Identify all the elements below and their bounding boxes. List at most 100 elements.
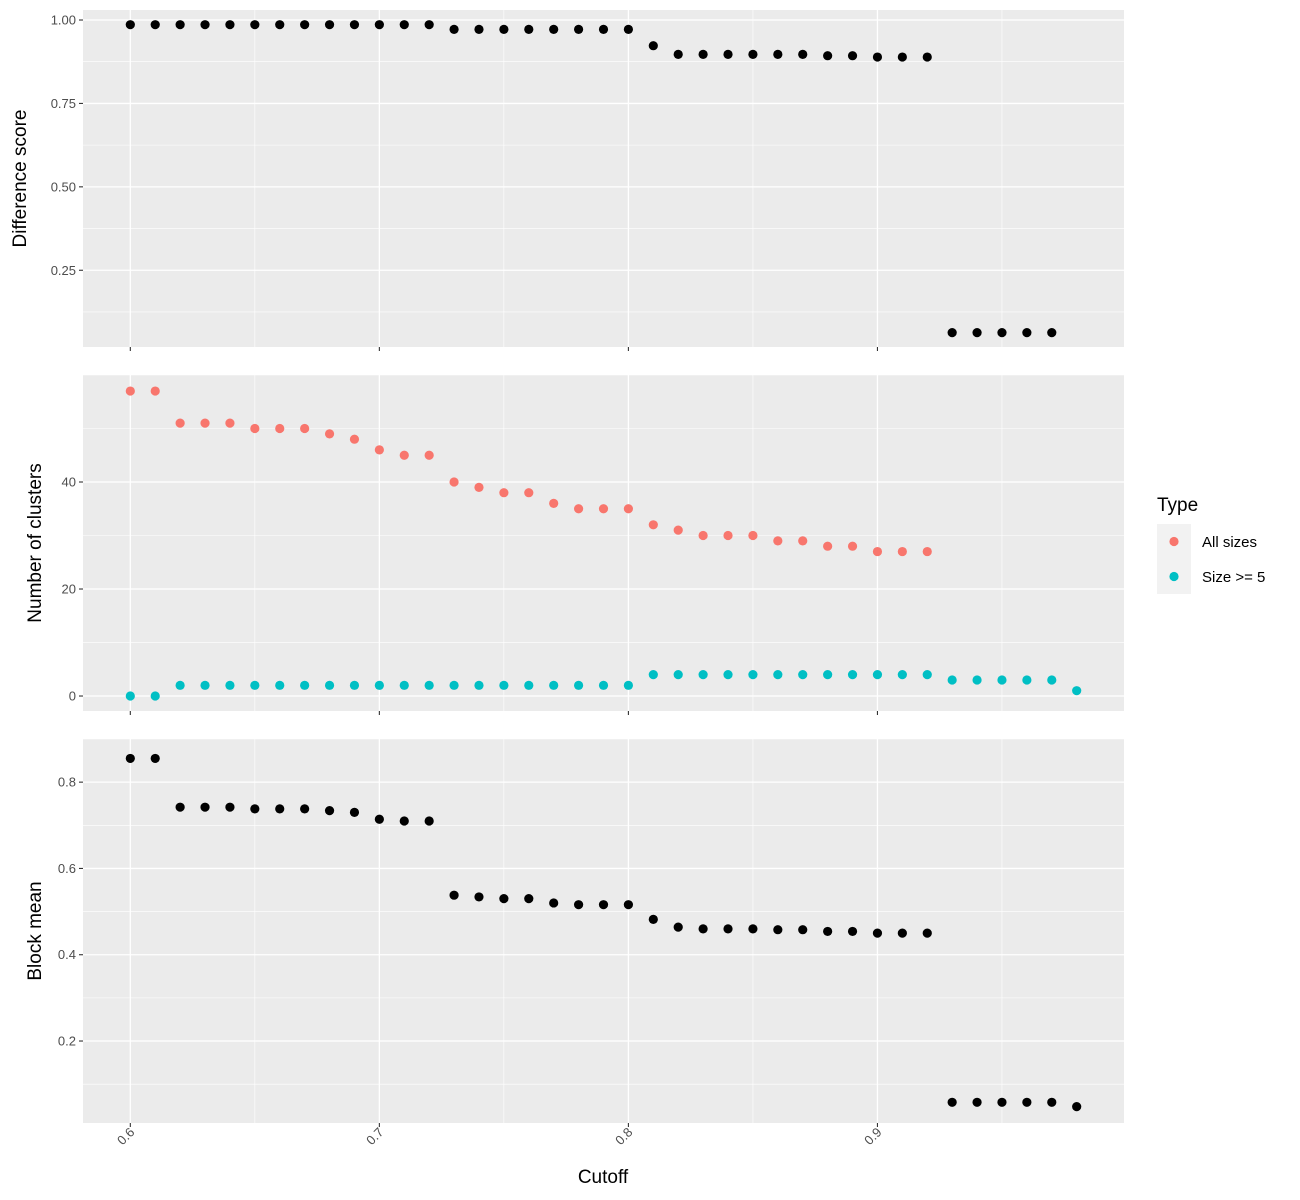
y-tick-label: 20 bbox=[62, 582, 76, 597]
data-point bbox=[499, 488, 509, 498]
data-point bbox=[324, 429, 335, 439]
data-point bbox=[225, 802, 235, 812]
data-point bbox=[897, 670, 907, 680]
data-point bbox=[698, 49, 708, 59]
data-point bbox=[349, 434, 360, 444]
data-point bbox=[847, 51, 858, 61]
data-point bbox=[648, 41, 658, 51]
data-point bbox=[573, 900, 584, 910]
data-point bbox=[374, 814, 384, 824]
data-point bbox=[374, 680, 384, 690]
data-point bbox=[225, 20, 235, 30]
data-point bbox=[250, 423, 260, 434]
data-point bbox=[125, 386, 135, 396]
data-point bbox=[997, 675, 1007, 685]
data-point bbox=[449, 477, 459, 487]
data-point bbox=[449, 680, 459, 690]
data-point bbox=[200, 680, 210, 690]
data-point bbox=[300, 804, 310, 814]
data-point bbox=[275, 680, 285, 690]
data-point bbox=[175, 680, 185, 690]
data-point bbox=[798, 49, 808, 59]
data-point bbox=[648, 520, 658, 530]
data-point bbox=[872, 52, 883, 62]
y-tick-label: 0.2 bbox=[58, 1034, 76, 1049]
y-tick-label: 0.75 bbox=[51, 96, 76, 111]
data-point bbox=[175, 418, 185, 428]
data-point bbox=[499, 24, 509, 34]
data-point bbox=[474, 892, 484, 902]
data-point bbox=[997, 1097, 1007, 1107]
data-point bbox=[1022, 1097, 1032, 1107]
data-point bbox=[773, 925, 783, 935]
y-tick-label: 1.00 bbox=[51, 13, 76, 28]
data-point bbox=[698, 924, 708, 934]
data-point bbox=[399, 680, 409, 690]
data-point bbox=[847, 541, 858, 551]
data-point bbox=[623, 680, 634, 690]
data-point bbox=[623, 504, 634, 514]
data-point bbox=[275, 423, 285, 434]
data-point bbox=[125, 753, 135, 764]
data-point bbox=[200, 802, 210, 812]
data-point bbox=[250, 680, 260, 690]
data-point bbox=[399, 20, 409, 30]
data-point bbox=[374, 445, 384, 455]
data-point bbox=[922, 52, 932, 62]
data-point bbox=[723, 924, 733, 934]
data-point bbox=[598, 680, 609, 690]
data-point bbox=[424, 450, 434, 460]
data-point bbox=[773, 536, 783, 546]
data-point bbox=[573, 680, 584, 690]
data-point bbox=[374, 20, 384, 30]
series-2 bbox=[125, 670, 1082, 701]
y-tick-label: 40 bbox=[62, 475, 76, 490]
panel-2: 0 20 40 Number of clusters bbox=[25, 374, 1124, 715]
data-point bbox=[573, 24, 584, 34]
legend-title: Type bbox=[1157, 495, 1198, 516]
data-point bbox=[150, 753, 160, 764]
data-point bbox=[524, 680, 534, 690]
data-point bbox=[150, 20, 160, 30]
data-point bbox=[275, 20, 285, 30]
data-point bbox=[424, 816, 434, 826]
legend-entries: All sizes Size >= 5 bbox=[1157, 524, 1265, 594]
data-point bbox=[972, 328, 982, 338]
data-point bbox=[200, 418, 210, 428]
x-tick-label: 0.8 bbox=[612, 1125, 635, 1148]
data-point bbox=[997, 328, 1007, 338]
data-point bbox=[748, 530, 758, 541]
panel-1: 0.25 0.50 0.75 1.00 Difference score bbox=[10, 10, 1124, 351]
data-point bbox=[1047, 328, 1057, 338]
panel-background bbox=[83, 739, 1124, 1123]
data-point bbox=[897, 928, 907, 938]
data-point bbox=[1047, 1097, 1057, 1107]
data-point bbox=[300, 680, 310, 690]
x-axis-title: Cutoff bbox=[578, 1167, 629, 1188]
data-point bbox=[349, 680, 360, 690]
legend-label: Size >= 5 bbox=[1202, 569, 1265, 586]
data-point bbox=[823, 51, 833, 61]
legend-marker bbox=[1169, 571, 1179, 582]
data-point bbox=[150, 386, 160, 396]
data-point bbox=[324, 20, 335, 30]
data-point bbox=[673, 922, 683, 932]
y-tick-label: 0.25 bbox=[51, 263, 76, 278]
data-point bbox=[1072, 686, 1082, 696]
data-point bbox=[324, 680, 335, 690]
data-point bbox=[648, 914, 658, 924]
data-point bbox=[773, 49, 783, 59]
data-point bbox=[673, 670, 683, 680]
data-point bbox=[175, 20, 185, 30]
data-point bbox=[648, 670, 658, 680]
y-tick-label: 0.4 bbox=[58, 947, 76, 962]
series-1 bbox=[125, 753, 1082, 1112]
data-point bbox=[623, 900, 634, 910]
data-point bbox=[723, 670, 733, 680]
y-axis-title: Block mean bbox=[25, 881, 46, 980]
data-point bbox=[474, 482, 484, 492]
data-point bbox=[623, 24, 634, 34]
data-point bbox=[399, 450, 409, 460]
data-point bbox=[573, 504, 584, 514]
data-point bbox=[723, 530, 733, 541]
